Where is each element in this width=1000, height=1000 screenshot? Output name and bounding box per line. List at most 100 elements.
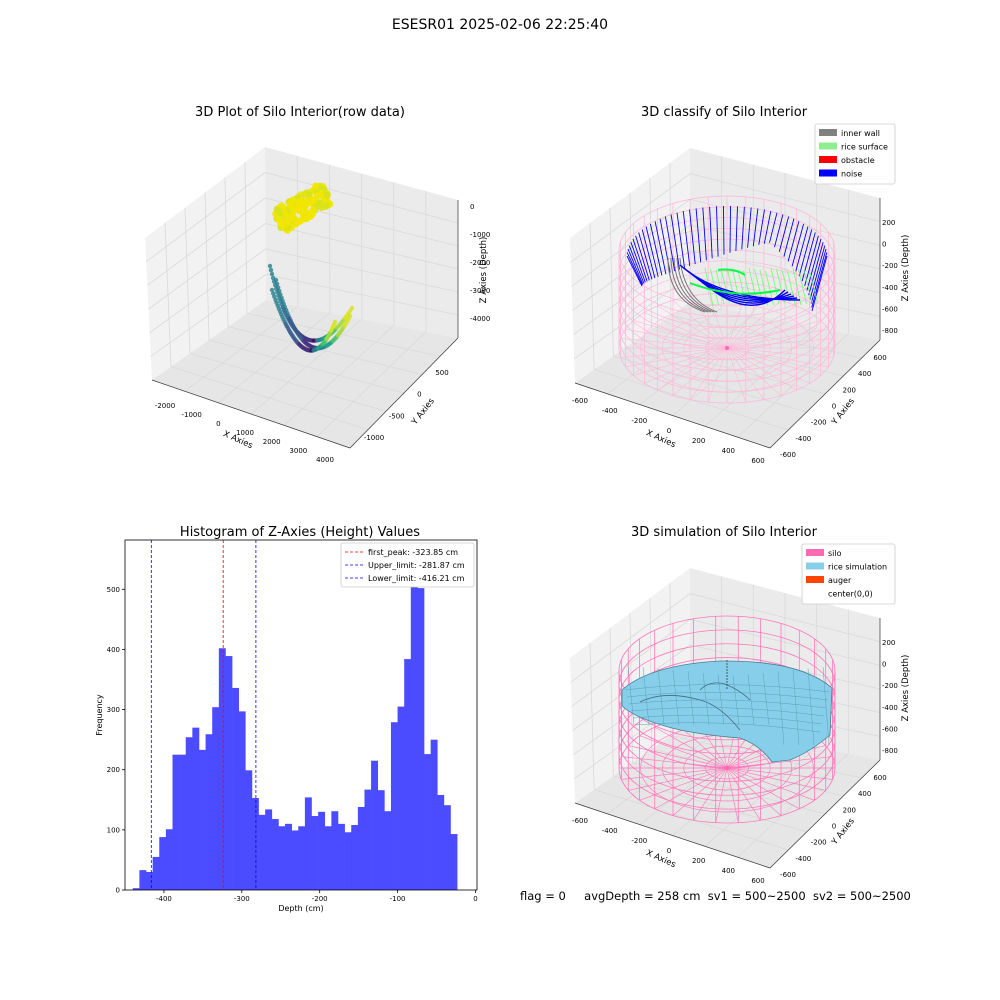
histogram-bar xyxy=(238,711,246,890)
histogram-bar xyxy=(371,760,379,890)
z-tick-label: -600 xyxy=(882,305,898,313)
y-axis-label: Y Axies xyxy=(829,816,857,848)
noise-line xyxy=(626,255,643,287)
noise-line xyxy=(641,229,656,279)
z-tick-label: -800 xyxy=(882,327,898,335)
panel-title: 3D simulation of Silo Interior xyxy=(631,525,818,540)
legend-swatch xyxy=(819,169,837,177)
y-tick-label: 400 xyxy=(858,790,871,798)
noise-line xyxy=(778,216,790,252)
scatter-point xyxy=(349,305,355,311)
x-tick-label: 600 xyxy=(751,877,764,885)
legend-box xyxy=(340,542,475,588)
histogram-bar xyxy=(344,832,352,890)
silo-floor-line xyxy=(693,767,728,821)
surface-mesh-line xyxy=(702,672,710,726)
z-tick-label: -200 xyxy=(882,682,898,690)
noise-line xyxy=(795,226,809,272)
legend-swatch xyxy=(806,562,824,570)
noise-line xyxy=(774,214,784,248)
histogram-bar xyxy=(165,829,173,890)
histogram-bar xyxy=(318,811,326,890)
center-marker xyxy=(725,766,729,770)
z-axis-label: Z Axies (Depth) xyxy=(901,235,911,302)
legend: first_peak: -323.85 cm Upper_limit: -281.… xyxy=(340,542,475,588)
center-marker xyxy=(725,346,729,350)
legend-label: noise xyxy=(841,170,862,179)
legend-box xyxy=(814,123,896,185)
noise-line xyxy=(649,223,663,276)
y-tick-label: 0 xyxy=(832,403,836,411)
scatter-point xyxy=(332,319,338,325)
silo-floor-line xyxy=(726,328,829,349)
panel-title: Histogram of Z-Axies (Height) Values xyxy=(180,525,420,540)
histogram-bar xyxy=(450,834,458,890)
noise-line xyxy=(716,206,719,257)
histogram-bar xyxy=(225,656,233,890)
noise-line xyxy=(632,238,648,282)
z-tick-label: -2000 xyxy=(470,259,490,267)
legend-label: inner wall xyxy=(841,129,880,138)
rice-surface-line xyxy=(715,269,725,305)
noise-line xyxy=(689,209,696,265)
axis-ticks: -400 -300 -200 -100 0 0 100 200 300 400 500 xyxy=(107,586,478,903)
sv2-text: sv2 = 500~2500 xyxy=(812,889,911,903)
silo-floor-line xyxy=(689,347,728,400)
histogram-bar xyxy=(146,871,153,890)
histogram-bar xyxy=(298,826,306,890)
scatter-point xyxy=(279,295,284,300)
surface-ridge xyxy=(639,695,741,731)
legend: inner wall rice surface obstacle noise xyxy=(814,123,896,185)
inner-wall-arc xyxy=(670,257,709,313)
scatter-point xyxy=(289,212,297,220)
scatter-point xyxy=(297,205,305,214)
silo-floor-ring xyxy=(683,745,771,791)
panel-title: 3D Plot of Silo Interior(row data) xyxy=(195,105,405,120)
noise-line xyxy=(758,209,765,245)
silo-floor-line xyxy=(726,312,810,349)
scatter-point xyxy=(308,211,316,219)
legend-swatch xyxy=(819,142,837,150)
scatter-point xyxy=(323,192,331,200)
histogram-bar xyxy=(192,727,200,890)
legend-label: silo xyxy=(828,549,842,558)
z-tick-label: 200 xyxy=(882,639,895,647)
histogram-bar xyxy=(324,826,332,890)
legend-label: first_peak: -323.85 cm xyxy=(368,548,458,557)
silo-floor-line xyxy=(620,347,728,358)
x-tick-label: 1000 xyxy=(236,429,254,437)
silo-floor-line xyxy=(625,347,728,368)
y-tick-label: -400 xyxy=(795,855,811,863)
x-tick-label: -600 xyxy=(572,397,588,405)
z-tick-label: -3000 xyxy=(470,287,490,295)
silo-floor-line xyxy=(620,338,728,349)
rice-surface-line xyxy=(809,270,818,303)
noise-line xyxy=(682,211,691,266)
noise-line xyxy=(628,245,645,284)
histogram-bar xyxy=(232,687,239,890)
histogram-bar xyxy=(337,823,345,890)
scatter-point xyxy=(313,192,321,200)
x-tick-label: 4000 xyxy=(316,456,334,464)
x-tick-label: 2000 xyxy=(263,438,281,446)
noise-line xyxy=(664,216,676,272)
noise-line xyxy=(645,226,659,277)
scatter-points xyxy=(267,182,355,353)
scatter-point xyxy=(299,197,307,205)
noise-line xyxy=(804,235,819,287)
y-axis-label: Frequency xyxy=(95,694,104,736)
histogram-bar xyxy=(437,794,445,890)
x-tick-label: 200 xyxy=(692,437,705,445)
histogram-bar xyxy=(377,790,385,890)
silo-floor-line xyxy=(726,320,821,349)
surface-mesh-line xyxy=(632,714,823,725)
x-tick-label: -400 xyxy=(156,895,172,903)
z-tick-label: 200 xyxy=(882,219,895,227)
inner-wall-arc xyxy=(673,257,712,313)
scatter-point xyxy=(289,204,297,212)
silo-floor-line xyxy=(726,347,782,396)
x-tick-label: 0 xyxy=(473,895,477,903)
scatter-point xyxy=(268,267,274,273)
silo-floor-line xyxy=(657,347,728,391)
scatter-point xyxy=(277,288,282,294)
